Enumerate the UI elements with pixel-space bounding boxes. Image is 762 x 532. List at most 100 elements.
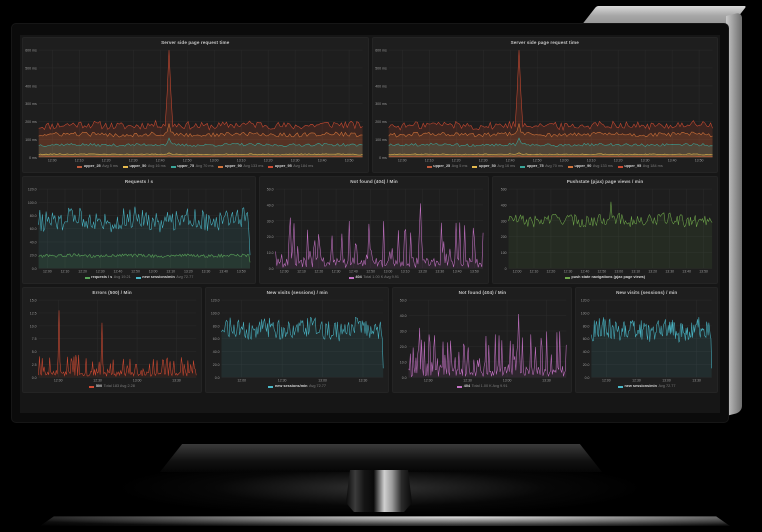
legend-series-name: upper_50	[129, 164, 147, 169]
svg-text:12:40: 12:40	[349, 269, 358, 273]
svg-text:15.0: 15.0	[30, 298, 37, 302]
svg-text:13:10: 13:10	[166, 269, 175, 273]
svg-text:200 ms: 200 ms	[375, 120, 387, 124]
legend-item[interactable]: 404 Total 1.00 K Avg 9.91	[348, 275, 400, 280]
legend-series-name: upper_25	[83, 164, 101, 169]
legend-item[interactable]: upper_50 Avg 16 ms	[122, 164, 166, 169]
svg-text:12:20: 12:20	[547, 269, 556, 273]
svg-text:120.0: 120.0	[211, 298, 220, 302]
panel-plot[interactable]: 50.0 40.0 30.0 20.0 10.0 0.0 12:00 12:30 13:00 13…	[393, 297, 569, 385]
svg-text:60.0: 60.0	[583, 337, 590, 341]
svg-text:30.0: 30.0	[267, 219, 274, 223]
svg-text:10.0: 10.0	[30, 324, 37, 328]
panel-pushstate-pjax-page-views-per-min[interactable]: Pushstate (pjax) page views / min 500 400 3…	[491, 176, 718, 284]
panel-server-side-page-request-time-left[interactable]: Server side page request time 600 ms 500 m…	[22, 37, 369, 173]
legend-item[interactable]: 404 Total 1.00 K Avg 9.91	[457, 384, 507, 389]
panel-plot[interactable]: 600 ms 500 ms 400 ms 300 ms 200 ms 100 ms 0 ms…	[373, 47, 716, 165]
svg-text:13:40: 13:40	[453, 269, 462, 273]
svg-text:12:00: 12:00	[48, 158, 57, 162]
svg-text:13:50: 13:50	[345, 158, 354, 162]
svg-text:10.0: 10.0	[400, 360, 407, 364]
legend-item[interactable]: requests / s Avg 19.21	[84, 275, 131, 280]
panel-title: New visits (sessions) / min	[266, 290, 328, 295]
legend-item[interactable]: 500 Total 183 Avg 2.28	[89, 384, 135, 389]
svg-text:100.0: 100.0	[28, 200, 37, 204]
svg-text:13:40: 13:40	[682, 269, 691, 273]
legend-series-value: Total 1.00 K Avg 9.91	[363, 275, 400, 280]
legend-color-swatch	[268, 166, 274, 168]
svg-text:12:00: 12:00	[280, 269, 289, 273]
svg-text:13:00: 13:00	[318, 378, 327, 382]
svg-text:12:50: 12:50	[183, 158, 192, 162]
svg-text:100: 100	[501, 250, 507, 254]
legend-item[interactable]: new sessions/min Avg 72.77	[617, 384, 675, 389]
legend-item[interactable]: upper_25 Avg 5 ms	[426, 164, 468, 169]
legend-item[interactable]: new sessions/min Avg 72.77	[268, 384, 326, 389]
legend-item[interactable]: upper_90 Avg 133 ms	[218, 164, 263, 169]
panel-errors-500-per-min[interactable]: Errors (500) / Min 15.0 12.5 10.0 7.5 5.0 2.5 0…	[22, 287, 203, 393]
panel-title: Not found (404) / Min	[350, 179, 398, 184]
panel-new-visits-sessions-per-min-a[interactable]: New visits (sessions) / min 120.0 100.0 80.…	[205, 287, 390, 393]
panel-plot[interactable]: 600 ms 500 ms 400 ms 300 ms 200 ms 100 ms 0 ms…	[23, 47, 366, 165]
svg-text:13:00: 13:00	[503, 378, 512, 382]
panel-server-side-page-request-time-right[interactable]: Server side page request time 600 ms 500 m…	[371, 37, 718, 173]
svg-text:13:20: 13:20	[613, 158, 622, 162]
panel-plot[interactable]: 120.0 100.0 80.0 60.0 40.0 20.0 0.0 12:00 12:30 1…	[206, 297, 386, 385]
svg-text:13:30: 13:30	[435, 269, 444, 273]
legend-series-name: upper_90	[224, 164, 242, 169]
legend-item[interactable]: new sessions/min Avg 72.77	[135, 275, 193, 280]
panel-requests-per-second[interactable]: Requests / s 120.0 100.0 80.0 60.0 40.0 20.0 0.…	[22, 176, 256, 284]
panel-not-found-404-per-min-b[interactable]: Not found (404) / Min 50.0 40.0 30.0 20.0 10.…	[392, 287, 573, 393]
svg-text:80.0: 80.0	[213, 324, 220, 328]
svg-text:400 ms: 400 ms	[25, 84, 37, 88]
svg-text:13:20: 13:20	[418, 269, 427, 273]
legend-item[interactable]: upper_95 Avg 184 ms	[268, 164, 314, 169]
legend-series-value: Avg 16 ms	[147, 164, 166, 169]
legend-color-swatch	[457, 386, 463, 388]
legend-item[interactable]: upper_75 Avg 70 ms	[520, 164, 563, 169]
svg-text:13:40: 13:40	[318, 158, 327, 162]
svg-text:60.0: 60.0	[30, 227, 37, 231]
panel-plot[interactable]: 50.0 40.0 30.0 20.0 10.0 0.0 12:00 12:10 12:20 12…	[260, 186, 486, 276]
legend-series-name: 500	[95, 384, 103, 389]
legend-series-name: new sessions/min	[274, 384, 308, 389]
legend-series-name: new sessions/min	[142, 275, 175, 280]
svg-text:40.0: 40.0	[213, 349, 220, 353]
grafana-dashboard[interactable]: Server side page request time 600 ms 500 m…	[20, 35, 720, 413]
legend-color-swatch	[122, 166, 128, 168]
legend-item[interactable]: push state navigations (pjax page views)	[564, 275, 645, 280]
legend-item[interactable]: upper_50 Avg 16 ms	[472, 164, 515, 169]
panel-plot[interactable]: 15.0 12.5 10.0 7.5 5.0 2.5 0.0 12:00 12:30 13:00 1…	[23, 297, 199, 385]
svg-text:13:20: 13:20	[184, 269, 193, 273]
legend-color-swatch	[564, 277, 570, 279]
legend-item[interactable]: upper_75 Avg 70 ms	[170, 164, 213, 169]
legend-item[interactable]: upper_25 Avg 5 ms	[77, 164, 118, 169]
panel-title: Pushstate (pjax) page views / min	[566, 179, 644, 184]
svg-text:12:10: 12:10	[61, 269, 70, 273]
legend-series-value: Avg 5 ms	[451, 164, 468, 169]
panel-not-found-404-per-min[interactable]: Not found (404) / Min 50.0 40.0 30.0 20.0 10.…	[258, 176, 489, 284]
panel-plot[interactable]: 120.0 100.0 80.0 60.0 40.0 20.0 0.0 12:00 12:30 1…	[576, 297, 715, 385]
panel-plot[interactable]: 500 400 300 200 100 0 12:00 12:10 12:20 12:30 12:4…	[493, 186, 715, 276]
svg-text:0.0: 0.0	[32, 266, 37, 270]
svg-text:13:00: 13:00	[210, 158, 219, 162]
panel-new-visits-sessions-per-min-c[interactable]: New visits (sessions) / min 120.0 100.0 80.…	[575, 287, 718, 393]
svg-text:100 ms: 100 ms	[375, 138, 387, 142]
svg-text:500 ms: 500 ms	[375, 66, 387, 70]
svg-text:100.0: 100.0	[211, 311, 220, 315]
legend-series-name: upper_90	[574, 164, 592, 169]
legend-color-swatch	[135, 277, 141, 279]
panel-plot[interactable]: 120.0 100.0 80.0 60.0 40.0 20.0 0.0 12:00 12:10 1…	[23, 186, 253, 276]
svg-text:0.0: 0.0	[215, 375, 220, 379]
legend-series-value: Avg 184 ms	[293, 164, 314, 169]
legend-item[interactable]: upper_95 Avg 184 ms	[617, 164, 663, 169]
svg-text:13:00: 13:00	[133, 378, 142, 382]
svg-text:80.0: 80.0	[30, 213, 37, 217]
svg-text:12:30: 12:30	[96, 269, 105, 273]
svg-text:0 ms: 0 ms	[379, 155, 387, 159]
svg-text:13:30: 13:30	[359, 378, 368, 382]
legend-series-name: upper_50	[478, 164, 496, 169]
svg-text:12:30: 12:30	[464, 378, 473, 382]
svg-text:12:30: 12:30	[478, 158, 487, 162]
legend-item[interactable]: upper_90 Avg 133 ms	[567, 164, 613, 169]
